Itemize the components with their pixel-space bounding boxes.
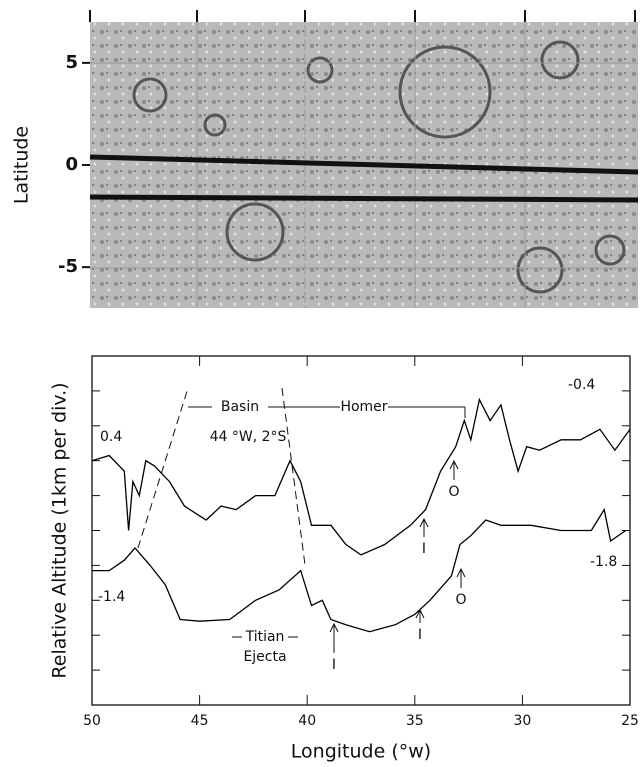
annotation: 44 °W, 2°S xyxy=(210,429,287,445)
y-tick-label: 0 xyxy=(65,154,78,175)
surface-image xyxy=(89,10,639,308)
annotation: -1.4 xyxy=(98,589,125,605)
annotation: 0.4 xyxy=(100,429,122,445)
x-tick-label: 40 xyxy=(298,713,316,729)
x-tick-label: 35 xyxy=(406,713,424,729)
image-axes: 5 0 -5 Latitude xyxy=(11,52,90,277)
annotation: I xyxy=(332,657,336,673)
annotation: O xyxy=(455,592,466,608)
annotation: Basin xyxy=(221,399,259,415)
annotation: Homer xyxy=(340,399,387,415)
x-tick-label: 45 xyxy=(191,713,209,729)
x-axis-label: Longitude (°w) xyxy=(291,741,431,763)
x-tick-label: 50 xyxy=(83,713,101,729)
profile-chart: 0.4 -0.4 -1.4 -1.8 Basin 44 °W, 2°S Home… xyxy=(49,355,639,763)
x-tick-label: 30 xyxy=(513,713,531,729)
annotation: -1.8 xyxy=(590,554,617,570)
annotation: I xyxy=(422,541,426,557)
annotation: I xyxy=(418,627,422,643)
annotation: -0.4 xyxy=(568,377,595,393)
annotation: Titian xyxy=(245,629,285,645)
x-tick-label: 25 xyxy=(621,713,639,729)
y-axis-label: Relative Altitude (1km per div.) xyxy=(49,382,71,678)
annotation: O xyxy=(448,484,459,500)
y-tick-label: -5 xyxy=(58,256,78,277)
annotation: Ejecta xyxy=(243,649,286,665)
y-axis-label: Latitude xyxy=(11,126,33,204)
profile-line xyxy=(92,507,627,633)
y-tick-label: 5 xyxy=(65,52,78,73)
profile-line xyxy=(91,397,631,556)
